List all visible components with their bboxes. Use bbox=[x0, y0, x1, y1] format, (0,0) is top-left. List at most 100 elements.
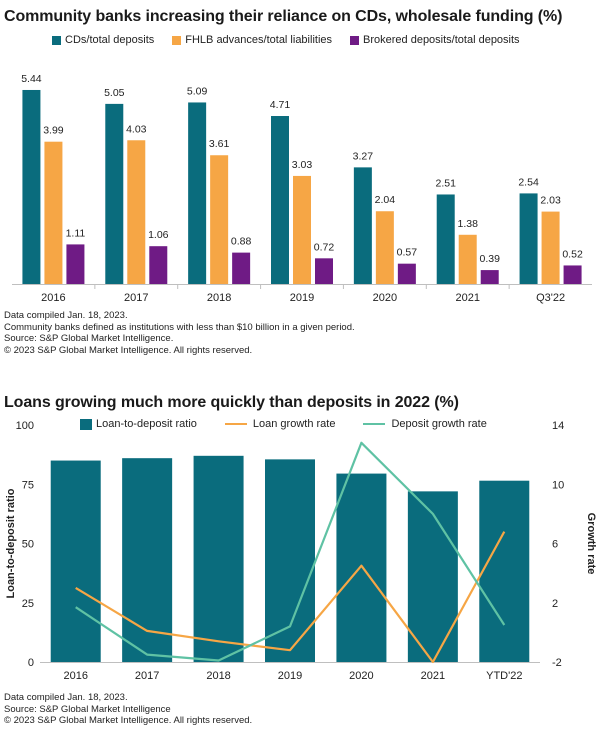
chart1-xtick-2016: 2016 bbox=[41, 292, 65, 304]
chart1-xtick-2020: 2020 bbox=[373, 292, 397, 304]
label-fhlb-2016: 3.99 bbox=[43, 125, 64, 137]
chart1-xtick-2019: 2019 bbox=[290, 292, 314, 304]
legend-item-brokered: Brokered deposits/total deposits bbox=[350, 34, 520, 46]
legend-item-fhlb: FHLB advances/total liabilities bbox=[172, 34, 332, 46]
label-fhlb-2020: 2.04 bbox=[375, 194, 396, 206]
bar-cds-2016 bbox=[22, 89, 41, 284]
label-brokered-2018: 0.88 bbox=[231, 236, 252, 248]
bar-cds-2019 bbox=[271, 116, 289, 284]
bar-ltd-2018 bbox=[193, 455, 244, 662]
bar-fhlb-2018 bbox=[210, 155, 229, 284]
label-fhlb-2018: 3.61 bbox=[209, 138, 230, 150]
label-cds-2021: 2.51 bbox=[435, 177, 456, 189]
legend-swatch-cds bbox=[52, 35, 61, 45]
chart2-ylabel-right: Growth rate bbox=[585, 513, 597, 575]
chart1-note-source: Source: S&P Global Market Intelligence. bbox=[4, 333, 174, 344]
chart2-ytick-left-25: 25 bbox=[22, 598, 34, 610]
chart2-ylabel-left: Loan-to-deposit ratio bbox=[5, 488, 17, 598]
legend-swatch-ltd bbox=[80, 418, 92, 430]
label-brokered-2019: 0.72 bbox=[314, 241, 335, 253]
bar-fhlb-2016 bbox=[44, 141, 63, 284]
bar-brokered-2021 bbox=[480, 270, 499, 284]
chart2-xtick-YTD'22: YTD'22 bbox=[486, 670, 522, 682]
bar-cds-2018 bbox=[188, 102, 207, 284]
chart2-ytick-left-75: 75 bbox=[22, 479, 34, 491]
chart2-xtick-2017: 2017 bbox=[135, 670, 159, 682]
label-fhlb-Q3'22: 2.03 bbox=[540, 195, 561, 207]
label-brokered-Q3'22: 0.52 bbox=[562, 248, 583, 260]
bar-cds-2021 bbox=[436, 194, 455, 284]
legend-label-deposit-growth: Deposit growth rate bbox=[391, 418, 487, 430]
chart2-note-copyright: © 2023 S&P Global Market Intelligence. A… bbox=[4, 715, 253, 726]
label-cds-Q3'22: 2.54 bbox=[518, 176, 539, 188]
bar-ltd-2016 bbox=[50, 460, 101, 662]
chart1-plot: 5.44 3.99 1.11 2016 5.05 4.03 1.06 2017 5.09 3.61… bbox=[12, 73, 592, 304]
label-cds-2017: 5.05 bbox=[104, 87, 125, 99]
bar-cds-2017 bbox=[105, 103, 124, 284]
legend-item-cds: CDs/total deposits bbox=[52, 34, 154, 46]
label-cds-2019: 4.71 bbox=[270, 99, 291, 111]
chart1-xtick-2017: 2017 bbox=[124, 292, 148, 304]
label-brokered-2016: 1.11 bbox=[66, 227, 86, 239]
chart2-note-source: Source: S&P Global Market Intelligence bbox=[4, 703, 171, 715]
chart2-ytick-left-100: 100 bbox=[16, 420, 34, 432]
chart2-xtick-2019: 2019 bbox=[278, 670, 302, 682]
chart2-note-date: Data compiled Jan. 18, 2023. bbox=[4, 692, 128, 703]
bar-fhlb-2021 bbox=[458, 234, 477, 284]
bar-cds-2020 bbox=[353, 167, 372, 284]
chart1-note-definition: Community banks defined as institutions … bbox=[4, 321, 355, 333]
chart1-legend: CDs/total deposits FHLB advances/total l… bbox=[52, 34, 538, 46]
legend-item-deposit-growth: Deposit growth rate bbox=[363, 418, 487, 430]
line-deposit-growth bbox=[75, 441, 506, 662]
legend-swatch-deposit-growth bbox=[363, 423, 386, 425]
legend-label-cds: CDs/total deposits bbox=[65, 34, 155, 46]
chart2-ytick-right--2: -2 bbox=[552, 657, 562, 669]
chart2-title: Loans growing much more quickly than dep… bbox=[4, 394, 459, 411]
legend-label-loan-growth: Loan growth rate bbox=[252, 418, 336, 430]
chart2-plot: 0 25 50 75 100 -2 2 6 10 14 Loan-to-deposit ratio G… bbox=[5, 420, 597, 682]
label-brokered-2020: 0.57 bbox=[397, 247, 418, 259]
bar-fhlb-2020 bbox=[375, 211, 394, 284]
chart2-xtick-2016: 2016 bbox=[63, 670, 87, 682]
label-cds-2018: 5.09 bbox=[187, 85, 208, 97]
bar-brokered-2018 bbox=[232, 252, 251, 284]
bar-brokered-2017 bbox=[149, 246, 168, 284]
chart2-ytick-right-2: 2 bbox=[552, 598, 558, 610]
legend-label-ltd: Loan-to-deposit ratio bbox=[96, 418, 197, 430]
chart2-xtick-2021: 2021 bbox=[421, 670, 445, 682]
chart2-ytick-left-50: 50 bbox=[22, 539, 34, 551]
label-cds-2016: 5.44 bbox=[21, 73, 42, 85]
label-fhlb-2021: 1.38 bbox=[457, 218, 478, 230]
bar-fhlb-2019 bbox=[293, 175, 311, 284]
chart1-title: Community banks increasing their relianc… bbox=[4, 8, 563, 25]
legend-label-fhlb: FHLB advances/total liabilities bbox=[185, 34, 333, 46]
legend-item-loan-growth: Loan growth rate bbox=[224, 418, 336, 430]
chart1-xtick-Q3'22: Q3'22 bbox=[536, 292, 565, 304]
bar-fhlb-Q3'22 bbox=[541, 211, 560, 284]
label-cds-2020: 3.27 bbox=[353, 150, 374, 162]
bar-ltd-2021 bbox=[407, 491, 458, 662]
bar-ltd-2020 bbox=[336, 473, 387, 662]
bar-fhlb-2017 bbox=[127, 140, 146, 284]
chart1-note-copyright: © 2023 S&P Global Market Intelligence. A… bbox=[4, 344, 253, 356]
chart2-legend: Loan-to-deposit ratio Loan growth rate D… bbox=[80, 418, 505, 430]
bar-brokered-2019 bbox=[315, 258, 333, 284]
legend-swatch-loan-growth bbox=[224, 423, 247, 425]
chart2-ytick-right-6: 6 bbox=[552, 539, 558, 551]
legend-item-ltd: Loan-to-deposit ratio bbox=[80, 418, 197, 430]
bar-brokered-Q3'22 bbox=[563, 265, 582, 284]
chart2-xtick-2018: 2018 bbox=[206, 670, 230, 682]
bar-ltd-2019 bbox=[265, 459, 315, 662]
label-fhlb-2019: 3.03 bbox=[292, 159, 313, 171]
chart1-xtick-2018: 2018 bbox=[207, 292, 231, 304]
chart2-ytick-right-10: 10 bbox=[552, 479, 564, 491]
bar-brokered-2016 bbox=[66, 244, 85, 284]
label-brokered-2021: 0.39 bbox=[479, 253, 500, 265]
chart1-note-date: Data compiled Jan. 18, 2023. bbox=[4, 310, 128, 321]
bar-cds-Q3'22 bbox=[519, 193, 538, 284]
chart2-xtick-2020: 2020 bbox=[349, 670, 373, 682]
label-brokered-2017: 1.06 bbox=[148, 229, 169, 241]
bar-ltd-2017 bbox=[122, 458, 173, 662]
chart2-notes: Data compiled Jan. 18, 2023. Source: S&P… bbox=[4, 692, 252, 727]
